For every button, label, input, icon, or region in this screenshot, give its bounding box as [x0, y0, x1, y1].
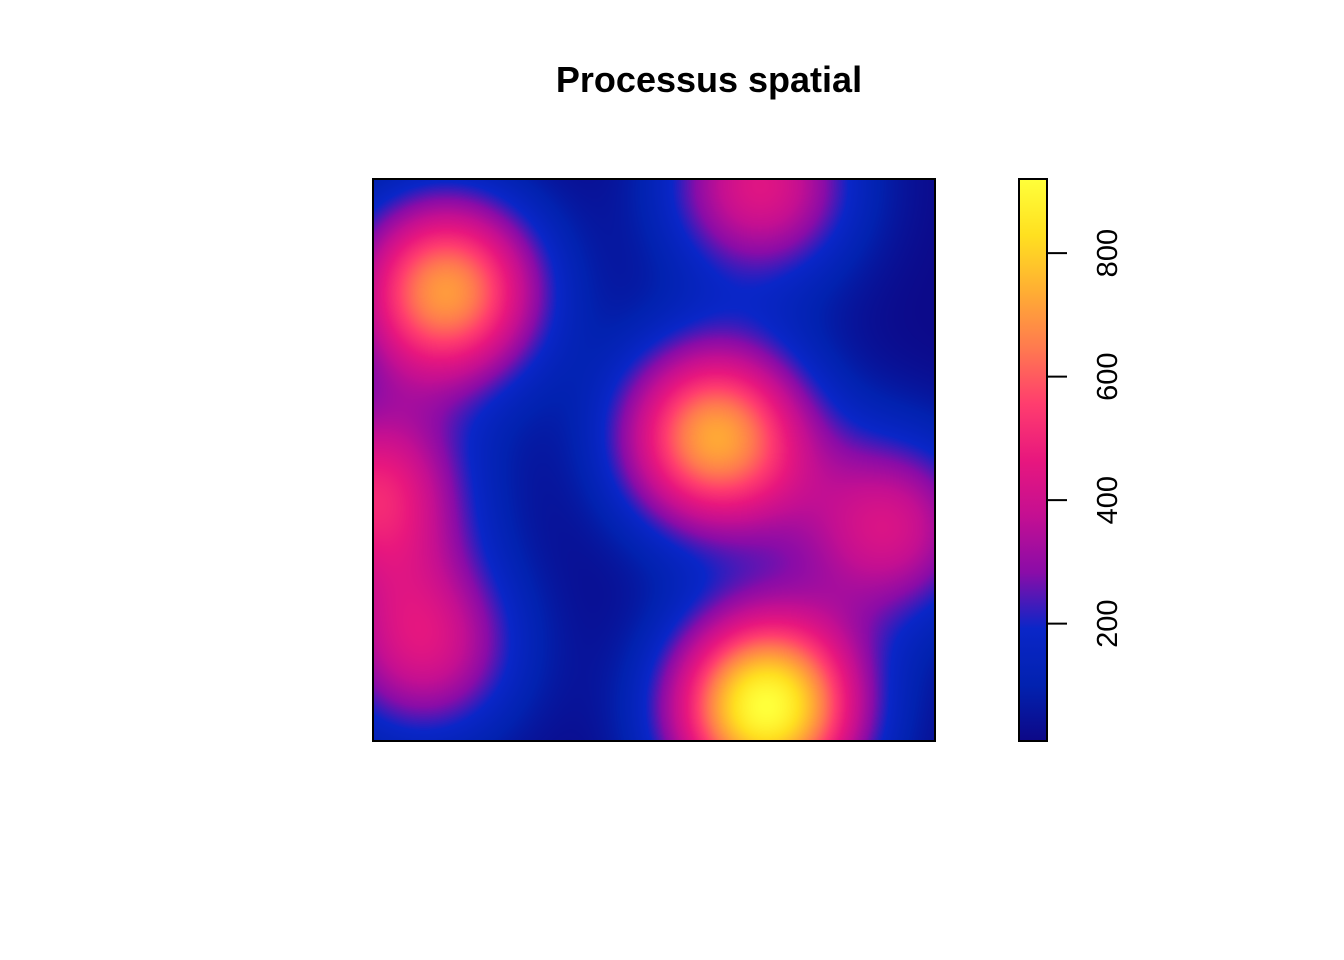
- colorbar-gradient: [1018, 178, 1048, 742]
- colorbar: 200 400 600 800: [1018, 178, 1124, 742]
- colorbar-tick-label: 400: [1092, 476, 1124, 524]
- heatmap-border: [372, 178, 936, 742]
- heatmap-field: [373, 179, 935, 741]
- colorbar-tick-label: 600: [1092, 352, 1124, 400]
- colorbar-tick-label: 800: [1092, 229, 1124, 277]
- heatmap-panel: [372, 178, 936, 742]
- colorbar-tick-label: 200: [1092, 599, 1124, 647]
- colorbar-ticks: 200 400 600 800: [1047, 229, 1124, 648]
- chart-title: Processus spatial: [556, 59, 862, 100]
